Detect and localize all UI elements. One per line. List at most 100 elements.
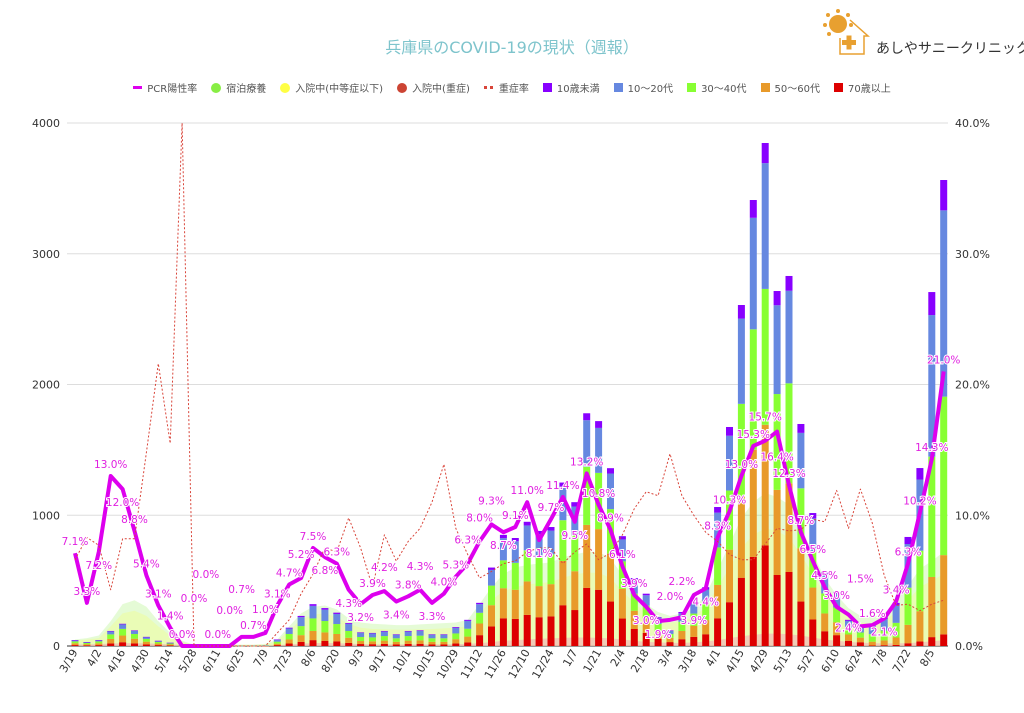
bar-segment-70plus <box>868 645 876 646</box>
x-tick-label: 11/12 <box>458 647 485 681</box>
bar-segment-10-20s <box>250 645 257 647</box>
pcr-data-label: 3.1% <box>264 588 291 600</box>
bar-segment-under10 <box>392 634 400 635</box>
legend-item[interactable]: 入院中(中等症以下) <box>280 80 383 95</box>
pcr-data-label: 1.0% <box>252 604 279 616</box>
bar-segment-30-40s <box>369 637 376 642</box>
bar-segment-10-20s <box>797 432 805 489</box>
pcr-data-label: 0.0% <box>204 629 231 641</box>
y-right-tick-label: 20.0% <box>955 379 990 392</box>
bar-segment-under10 <box>809 513 817 519</box>
legend-label: 重症率 <box>498 84 529 95</box>
bar-segment-under10 <box>761 143 769 164</box>
pcr-data-label: 13.2% <box>570 456 603 468</box>
legend-swatch <box>760 83 770 92</box>
bar-segment-under10 <box>119 623 127 625</box>
pcr-data-label: 4.7% <box>276 568 303 580</box>
bar-segment-10-20s <box>321 609 329 622</box>
bar-segment-30-40s <box>464 628 472 637</box>
clinic-name: あしやサニークリニック <box>876 41 1024 57</box>
bar-segment-50-60s <box>166 644 174 646</box>
bar-segment-50-60s <box>571 571 579 611</box>
bar-segment-10-20s <box>583 420 591 467</box>
chart-title: 兵庫県のCOVID-19の現状（週報） <box>385 38 639 57</box>
y-right-tick-label: 0.0% <box>955 640 983 653</box>
bar-segment-70plus <box>892 644 900 646</box>
bar-segment-50-60s <box>940 555 948 635</box>
bar-segment-70plus <box>476 635 484 646</box>
bar-segment-30-40s <box>95 641 103 644</box>
bar-segment-70plus <box>547 616 555 646</box>
bar-segment-70plus <box>833 635 841 646</box>
pcr-data-label: 4.4% <box>692 596 719 608</box>
bar-segment-50-60s <box>369 641 376 645</box>
bar-segment-under10 <box>916 468 924 480</box>
bar-segment-10-20s <box>333 613 341 625</box>
x-tick-label: 5/27 <box>795 647 819 675</box>
bar-segment-70plus <box>297 641 305 646</box>
pcr-data-label: 2.1% <box>871 627 898 639</box>
legend-swatch <box>211 82 222 93</box>
legend-item[interactable]: 50〜60代 <box>760 80 820 95</box>
bar-segment-30-40s <box>856 632 864 638</box>
bar-segment-10-20s <box>523 525 531 551</box>
severe-rate-line <box>74 122 944 647</box>
bar-segment-70plus <box>369 644 376 646</box>
bar-segment-under10 <box>714 507 722 513</box>
legend-item[interactable]: 10歳未満 <box>542 80 600 95</box>
legend-swatch <box>613 83 623 92</box>
bar-segment-10-20s <box>392 634 400 639</box>
bar-segment-10-20s <box>749 217 757 330</box>
x-tick-label: 7/8 <box>870 647 890 669</box>
bar-segment-50-60s <box>666 637 674 643</box>
bar-segment-10-20s <box>309 605 317 619</box>
bar-segment-70plus <box>380 643 388 646</box>
bar-segment-under10 <box>285 627 293 629</box>
bar-segment-10-20s <box>238 645 246 647</box>
pcr-data-label: 0.7% <box>228 584 255 596</box>
bar-segment-50-60s <box>702 620 710 635</box>
legend-item[interactable]: 入院中(重症) <box>397 80 470 95</box>
bar-segment-70plus <box>809 619 817 646</box>
legend-item[interactable]: PCR陽性率 <box>133 80 197 95</box>
bar-segment-under10 <box>166 642 174 644</box>
legend-item[interactable]: 重症率 <box>483 80 529 95</box>
pcr-data-label: 5.2% <box>288 549 315 561</box>
bar-segment-50-60s <box>131 638 138 644</box>
bar-segment-under10 <box>904 536 912 545</box>
bar-segment-70plus <box>916 641 924 646</box>
pcr-data-label: 4.2% <box>371 562 398 574</box>
bar-segment-70plus <box>452 643 460 646</box>
bar-segment-under10 <box>571 502 579 507</box>
bar-segment-70plus <box>523 614 531 646</box>
bar-segment-30-40s <box>523 550 531 582</box>
legend-item[interactable]: 70歳以上 <box>833 80 891 95</box>
pcr-data-label: 14.3% <box>915 442 948 454</box>
pcr-data-label: 3.2% <box>347 612 374 624</box>
bar-segment-10-20s <box>726 435 733 491</box>
bar-segment-50-60s <box>904 624 912 644</box>
bar-segment-30-40s <box>142 638 150 642</box>
bar-segment-50-60s <box>261 645 269 647</box>
pcr-data-label: 8.7% <box>490 540 517 552</box>
bar-segment-50-60s <box>440 641 448 645</box>
legend-item[interactable]: 30〜40代 <box>687 80 747 95</box>
bar-segment-50-60s <box>880 640 888 646</box>
bar-segment-70plus <box>714 618 722 646</box>
bar-segment-50-60s <box>273 643 281 646</box>
bar-segment-50-60s <box>499 588 507 619</box>
bar-segment-under10 <box>618 536 626 540</box>
pcr-data-label: 21.0% <box>927 354 960 366</box>
bar-segment-30-40s <box>678 621 686 631</box>
bar-segment-under10 <box>476 602 484 605</box>
legend-item[interactable]: 宿泊療養 <box>211 80 266 95</box>
pcr-data-label: 2.0% <box>657 591 684 603</box>
legend-item[interactable]: 10〜20代 <box>613 80 673 95</box>
pcr-data-label: 8.0% <box>466 512 493 524</box>
pcr-data-label: 7.5% <box>300 531 327 543</box>
bar-segment-70plus <box>821 631 829 646</box>
x-tick-label: 7/22 <box>890 647 914 675</box>
x-tick-label: 6/11 <box>200 647 224 675</box>
pcr-data-label: 3.3% <box>419 611 446 623</box>
bar-segment-10-20s <box>357 632 365 637</box>
